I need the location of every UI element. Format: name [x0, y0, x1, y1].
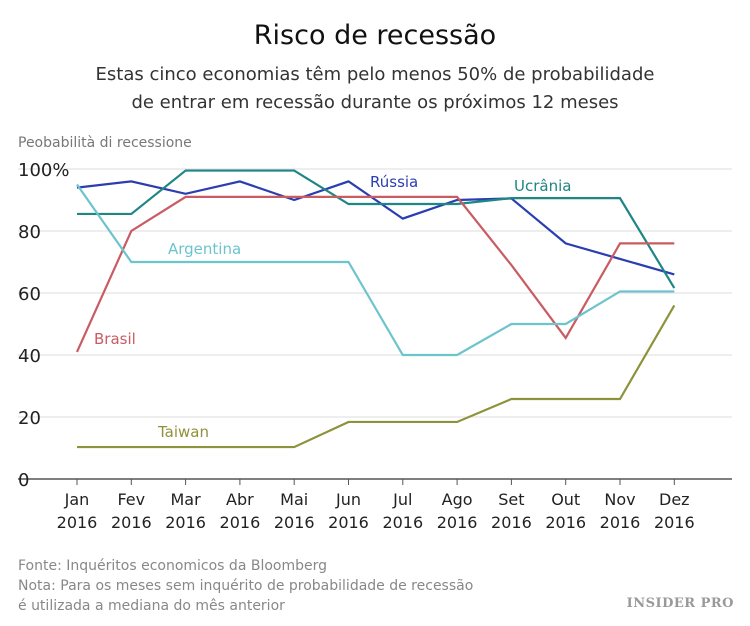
x-tick-label: Mai — [280, 490, 308, 509]
chart-title: Risco de recessão — [253, 20, 497, 51]
x-tick-label-year: 2016 — [545, 513, 586, 532]
series-label: Rússia — [370, 173, 418, 191]
series-label: Taiwan — [157, 423, 209, 441]
series-line-ucrânia — [77, 169, 676, 289]
x-tick-label: Jun — [335, 490, 361, 509]
x-tick-label: Fev — [117, 490, 145, 509]
y-tick-label: 20 — [18, 408, 41, 429]
x-tick-label-year: 2016 — [491, 513, 532, 532]
series-label: Brasil — [94, 330, 136, 348]
chart-subtitle-line2: de entrar em recessão durante os próximo… — [131, 92, 619, 113]
x-tick-label-year: 2016 — [654, 513, 695, 532]
y-tick-label: 100% — [18, 160, 69, 181]
x-tick-label: Ago — [442, 490, 473, 509]
x-tick-label-year: 2016 — [57, 513, 98, 532]
x-tick-label-year: 2016 — [600, 513, 641, 532]
x-tick-label: Dez — [659, 490, 690, 509]
series-label: Argentina — [168, 240, 241, 258]
x-tick-label: Set — [498, 490, 524, 509]
x-tick-label-year: 2016 — [165, 513, 206, 532]
y-tick-label: 0 — [18, 470, 29, 491]
x-tick-label-year: 2016 — [382, 513, 423, 532]
x-tick-label-year: 2016 — [111, 513, 152, 532]
insider-pro-logo: INSIDER PRO — [626, 596, 734, 611]
footnote-line2: é utilizada a mediana do mês anterior — [18, 598, 285, 614]
footnote-line1: Nota: Para os meses sem inquérito de pro… — [18, 578, 474, 594]
x-tick-label: Jan — [64, 490, 90, 509]
series-line-brasil — [75, 195, 675, 353]
x-tick-label-year: 2016 — [220, 513, 261, 532]
x-tick-label-year: 2016 — [437, 513, 478, 532]
x-tick-label-year: 2016 — [328, 513, 369, 532]
chart-subtitle-line1: Estas cinco economias têm pelo menos 50%… — [95, 64, 655, 85]
x-tick-label: Nov — [604, 490, 635, 509]
series-line-rússia — [76, 180, 675, 276]
y-axis-label: Peobabilità di recessione — [18, 135, 192, 151]
series-line-argentina — [76, 183, 675, 357]
source-note: Fonte: Inquéritos economicos da Bloomber… — [18, 558, 328, 574]
x-tick-label: Jul — [392, 490, 412, 509]
y-tick-label: 80 — [18, 222, 41, 243]
series-label: Ucrânia — [514, 177, 571, 195]
y-tick-label: 40 — [18, 346, 41, 367]
series-line-taiwan — [77, 304, 676, 449]
x-tick-label: Out — [551, 490, 580, 509]
x-tick-label: Abr — [226, 490, 254, 509]
x-tick-label: Mar — [171, 490, 202, 509]
x-tick-label-year: 2016 — [274, 513, 315, 532]
y-tick-label: 60 — [18, 284, 41, 305]
